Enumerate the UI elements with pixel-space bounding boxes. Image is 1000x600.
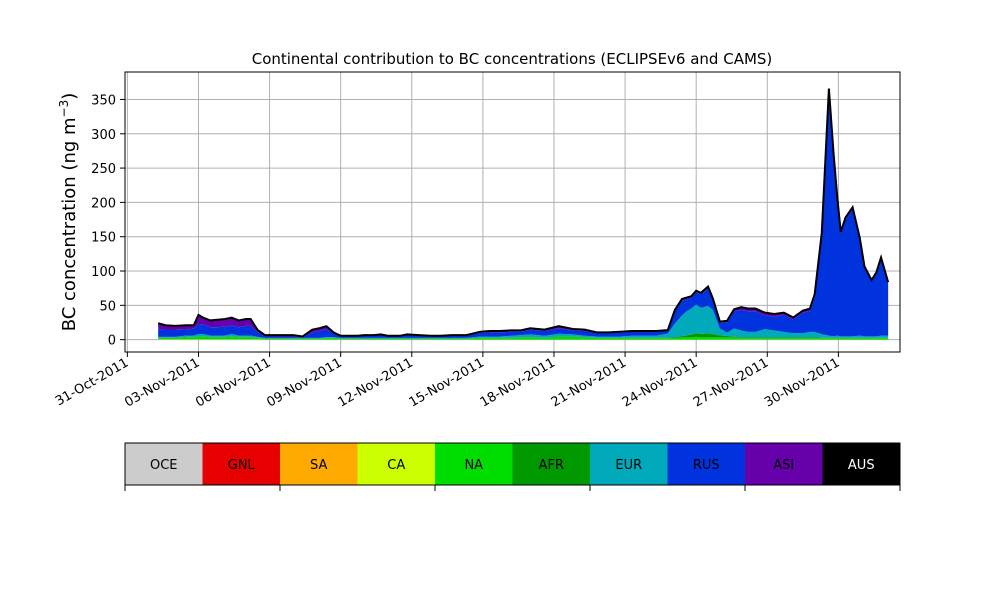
y-tick-label: 50 xyxy=(99,299,116,314)
y-tick-label: 100 xyxy=(91,265,116,280)
legend-swatch-ca xyxy=(357,443,435,485)
x-tick-label: 21-Nov-2011 xyxy=(549,355,629,410)
plot-frame xyxy=(124,71,901,353)
legend-label-ca: CA xyxy=(387,458,405,473)
legend-frame xyxy=(124,442,901,486)
grid-lines xyxy=(125,72,900,352)
legend-swatch-asi xyxy=(745,443,823,485)
legend-label-sa: SA xyxy=(310,458,327,473)
legend-swatch-na xyxy=(435,443,513,485)
continent-colorbar-legend: OCE GNL SA CA NA AFR EUR RUS ASI AUS xyxy=(124,442,901,491)
y-tick-label: 200 xyxy=(91,196,116,211)
x-tick-label: 18-Nov-2011 xyxy=(478,355,558,410)
legend-label-aus: AUS xyxy=(848,458,875,473)
x-tick-label: 27-Nov-2011 xyxy=(691,355,771,410)
area-rus xyxy=(158,102,889,338)
x-tick-label: 03-Nov-2011 xyxy=(122,355,202,410)
area-eur xyxy=(158,304,889,339)
area-afr xyxy=(158,333,889,339)
x-tick-label: 24-Nov-2011 xyxy=(620,355,700,410)
legend-label-eur: EUR xyxy=(615,458,642,473)
x-tick-label: 06-Nov-2011 xyxy=(193,355,273,410)
legend-label-rus: RUS xyxy=(693,458,720,473)
legend-label-asi: ASI xyxy=(773,458,794,473)
legend-swatch-gnl xyxy=(202,443,280,485)
stacked-areas xyxy=(158,88,889,340)
y-tick-label: 250 xyxy=(91,162,116,177)
y-tick-label: 0 xyxy=(108,334,116,349)
x-axis: 31-Oct-201103-Nov-201106-Nov-201109-Nov-… xyxy=(53,352,842,410)
x-tick-label: 15-Nov-2011 xyxy=(407,355,487,410)
y-axis-label-text: BC concentration (ng m xyxy=(59,117,80,331)
legend-swatch-eur xyxy=(590,443,668,485)
total-concentration-line xyxy=(157,88,890,338)
legend-swatch-sa xyxy=(280,443,358,485)
x-tick-label: 31-Oct-2011 xyxy=(53,355,131,409)
x-tick-label: 12-Nov-2011 xyxy=(336,355,416,410)
legend-swatch-rus xyxy=(667,443,745,485)
y-tick-label: 150 xyxy=(91,231,116,246)
legend-swatch-afr xyxy=(512,443,590,485)
area-asi xyxy=(158,88,889,338)
chart-title: Continental contribution to BC concentra… xyxy=(252,50,773,68)
x-tick-label: 09-Nov-2011 xyxy=(264,355,344,410)
legend-swatch-oce xyxy=(125,443,203,485)
y-tick-label: 350 xyxy=(91,93,116,108)
y-axis: 0 50 100 150 200 250 300 350 xyxy=(91,93,125,349)
y-axis-label-superscript: −3 xyxy=(57,100,71,118)
legend-label-afr: AFR xyxy=(539,458,564,473)
x-tick-label: 30-Nov-2011 xyxy=(762,355,842,410)
y-axis-label: BC concentration (ng m−3) xyxy=(57,93,80,332)
legend-label-oce: OCE xyxy=(150,458,178,473)
legend-label-na: NA xyxy=(464,458,483,473)
y-axis-label-close: ) xyxy=(59,93,80,100)
legend-swatch-aus xyxy=(822,443,900,485)
area-na xyxy=(158,336,889,340)
y-tick-label: 300 xyxy=(91,128,116,143)
area-aus xyxy=(158,88,889,337)
legend-label-gnl: GNL xyxy=(228,458,256,473)
